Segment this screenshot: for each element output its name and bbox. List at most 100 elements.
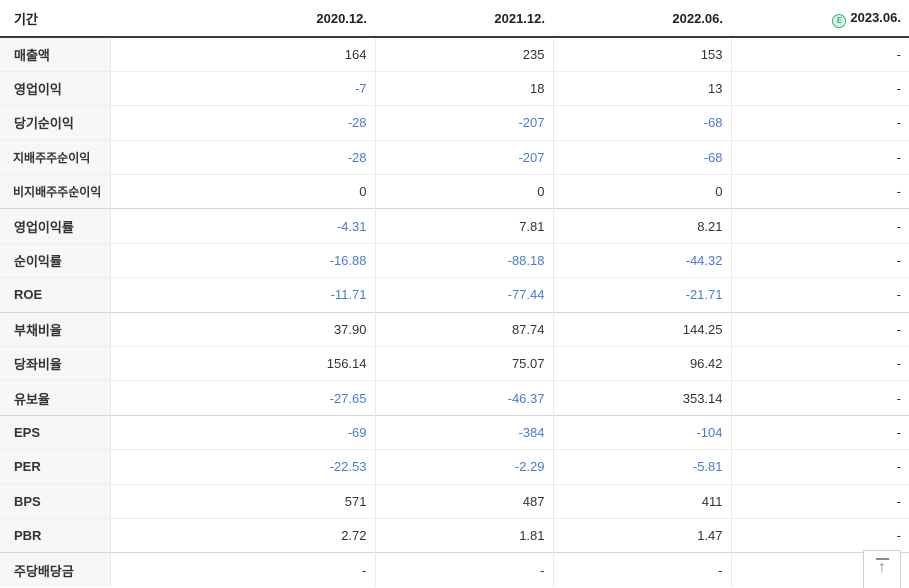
value-cell: -88.18 [374,243,553,278]
table-row: 부채비율 37.90 87.74 144.25- [0,312,909,347]
value-cell: 156.14 [109,346,375,381]
value-cell: - [730,37,909,72]
value-cell: - [374,552,553,588]
column-header-2023-06: E 2023.06. [731,0,909,38]
period-header: 기간 [0,0,110,38]
value-cell: 7.81 [374,208,553,244]
value-cell: - [730,484,909,519]
column-header-2022-06: 2022.06. [553,0,731,38]
value-cell: -7 [109,71,375,106]
column-header-2021-12: 2021.12. [375,0,553,38]
value-cell: 353.14 [552,380,731,416]
value-cell: 411 [552,484,731,519]
value-cell: - [730,312,909,347]
table-row: 영업이익률 -4.31 7.81 8.21- [0,208,909,244]
value-cell: -2.29 [374,449,553,485]
row-label: 영업이익 [0,71,110,106]
table-row: 영업이익 -7 18 13- [0,71,909,106]
value-cell: - [730,346,909,381]
table-row: 당기순이익 -28 -207 -68- [0,105,909,141]
table-row: EPS -69 -384 -104- [0,415,909,450]
value-cell: - [730,449,909,485]
value-cell: -68 [552,140,731,175]
row-label: 부채비율 [0,312,110,347]
row-label: 유보율 [0,380,110,416]
row-label: EPS [0,415,110,450]
value-cell: 1.81 [374,518,553,553]
table-header: 기간 2020.12. 2021.12. 2022.06. E 2023.06. [0,0,909,38]
value-cell: 153 [552,37,731,72]
value-cell: -207 [374,140,553,175]
value-cell: -28 [109,105,375,141]
value-cell: -44.32 [552,243,731,278]
table-row: 주당배당금---- [0,552,909,588]
value-cell: - [730,174,909,209]
value-cell: -207 [374,105,553,141]
row-label: 순이익률 [0,243,110,278]
value-cell: 13 [552,71,731,106]
value-cell: -11.71 [109,277,375,313]
value-cell: 235 [374,37,553,72]
table-row: ROE -11.71 -77.44 -21.71- [0,277,909,313]
value-cell: 487 [374,484,553,519]
row-label: BPS [0,484,110,519]
header-row: 기간 2020.12. 2021.12. 2022.06. E 2023.06. [0,0,909,38]
table-row: 순이익률 -16.88 -88.18 -44.32- [0,243,909,278]
table-row: BPS 571 487 411- [0,484,909,519]
value-cell: 87.74 [374,312,553,347]
row-label: 영업이익률 [0,208,110,244]
value-cell: -21.71 [552,277,731,313]
value-cell: -104 [552,415,731,450]
value-cell: -68 [552,105,731,141]
value-cell: - [730,518,909,553]
row-label: ROE [0,277,110,313]
row-label: 당기순이익 [0,105,110,141]
value-cell: 0 [552,174,731,209]
value-cell: 96.42 [552,346,731,381]
value-cell: - [730,243,909,278]
value-cell: -28 [109,140,375,175]
table-row: 당좌비율 156.14 75.07 96.42- [0,346,909,381]
row-label: 당좌비율 [0,346,110,381]
column-header-2020-12: 2020.12. [110,0,375,38]
column-header-label: 2020.12. [316,10,367,26]
value-cell: - [730,380,909,416]
value-cell: - [730,140,909,175]
value-cell: -77.44 [374,277,553,313]
table-row: 비지배주주순이익 0 0 0- [0,174,909,209]
value-cell: -384 [374,415,553,450]
row-label: PBR [0,518,110,553]
value-cell: 18 [374,71,553,106]
column-header-label: 2023.06. [850,9,901,25]
row-label: 비지배주주순이익 [0,174,110,209]
value-cell: 75.07 [374,346,553,381]
value-cell: -16.88 [109,243,375,278]
value-cell: -22.53 [109,449,375,485]
value-cell: - [730,277,909,313]
value-cell: -27.65 [109,380,375,416]
value-cell: - [730,71,909,106]
up-arrow-icon: ↑ [878,559,886,576]
value-cell: - [552,552,731,588]
table-body: 매출액 164 235 153- 영업이익 -7 18 13- 당기순이익 -28 -207 -68-… [0,37,909,588]
value-cell: - [730,105,909,141]
top-bar-of-icon [875,558,889,560]
value-cell: 0 [109,174,375,209]
row-label: 주당배당금 [0,552,110,588]
table-row: PBR 2.72 1.81 1.47- [0,518,909,553]
scroll-to-top-button[interactable]: ↑ [863,550,901,588]
value-cell: 164 [109,37,375,72]
column-header-label: 2021.12. [494,10,545,26]
value-cell: - [730,415,909,450]
value-cell: 0 [374,174,553,209]
value-cell: - [730,208,909,244]
table-row: 매출액 164 235 153- [0,37,909,72]
row-label: PER [0,449,110,485]
row-label: 지배주주순이익 [0,140,110,175]
value-cell: -46.37 [374,380,553,416]
row-label: 매출액 [0,37,110,72]
table-row: PER -22.53 -2.29 -5.81- [0,449,909,485]
value-cell: 8.21 [552,208,731,244]
